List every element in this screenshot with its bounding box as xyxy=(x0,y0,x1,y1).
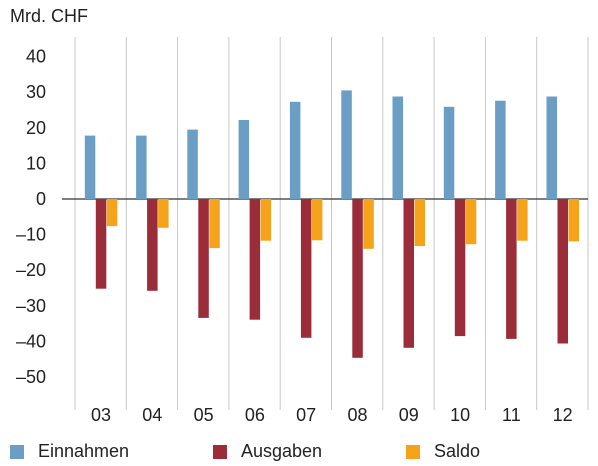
legend-swatch xyxy=(10,444,24,459)
x-tick-label: 06 xyxy=(245,405,265,425)
bar-ausgaben-11 xyxy=(506,199,517,339)
legend-item-einnahmen: Einnahmen xyxy=(10,441,129,462)
bar-saldo-12 xyxy=(568,199,579,242)
bar-einnahmen-06 xyxy=(238,120,250,199)
bar-saldo-04 xyxy=(158,199,169,228)
bar-saldo-08 xyxy=(363,199,374,249)
bar-saldo-06 xyxy=(260,199,272,241)
bar-saldo-07 xyxy=(311,199,323,241)
x-tick-label: 05 xyxy=(194,405,214,425)
x-tick-label: 08 xyxy=(347,405,367,425)
bar-ausgaben-12 xyxy=(557,199,568,344)
y-tick-label: –20 xyxy=(16,260,46,280)
bar-ausgaben-08 xyxy=(352,199,363,358)
bar-einnahmen-05 xyxy=(187,129,198,199)
x-tick-label: 04 xyxy=(142,405,162,425)
x-tick-label: 11 xyxy=(502,405,521,425)
legend-item-ausgaben: Ausgaben xyxy=(213,441,322,462)
bar-einnahmen-04 xyxy=(136,135,147,199)
x-tick-label: 03 xyxy=(91,405,111,425)
y-tick-label: –40 xyxy=(16,331,46,351)
bar-saldo-05 xyxy=(209,199,220,249)
unit-label: Mrd. CHF xyxy=(10,6,88,26)
bar-einnahmen-03 xyxy=(84,135,96,199)
bar-ausgaben-03 xyxy=(95,199,107,289)
bar-einnahmen-10 xyxy=(443,106,455,199)
bar-einnahmen-08 xyxy=(341,90,352,199)
bar-chart: Mrd. CHF 40 30 20 10 0 –10 –20 –30 –40 –50 03 04 05… xyxy=(10,6,589,425)
bars xyxy=(84,90,579,358)
chart-grid xyxy=(74,37,589,410)
bar-einnahmen-11 xyxy=(495,100,506,199)
y-tick-label: 10 xyxy=(26,153,46,173)
x-tick-label: 07 xyxy=(296,405,316,425)
legend-label: Saldo xyxy=(434,441,481,461)
y-tick-label: 30 xyxy=(26,82,46,102)
y-tick-label: 20 xyxy=(26,118,46,138)
bar-einnahmen-07 xyxy=(289,101,301,199)
bar-saldo-11 xyxy=(517,199,528,241)
bar-ausgaben-09 xyxy=(403,199,414,348)
legend-item-saldo: Saldo xyxy=(406,441,480,462)
x-tick-label: 10 xyxy=(450,405,470,425)
x-tick-label: 12 xyxy=(553,405,573,425)
bar-ausgaben-10 xyxy=(454,199,466,337)
bar-einnahmen-09 xyxy=(392,96,403,199)
y-axis: 40 30 20 10 0 –10 –20 –30 –40 –50 xyxy=(16,47,46,387)
bar-einnahmen-12 xyxy=(546,96,557,199)
bar-saldo-03 xyxy=(106,199,118,227)
y-tick-label: –50 xyxy=(16,367,46,387)
bar-ausgaben-04 xyxy=(147,199,158,291)
y-tick-label: –30 xyxy=(16,296,46,316)
legend: Einnahmen Ausgaben Saldo xyxy=(0,441,598,466)
bar-ausgaben-07 xyxy=(300,199,312,338)
y-tick-label: 40 xyxy=(26,47,46,67)
bar-ausgaben-06 xyxy=(249,199,261,320)
y-tick-label: –10 xyxy=(16,225,46,245)
y-tick-label: 0 xyxy=(36,189,46,209)
legend-swatch xyxy=(406,444,420,459)
bar-ausgaben-05 xyxy=(198,199,209,318)
x-axis: 03 04 05 06 07 08 09 10 11 12 xyxy=(91,405,573,425)
bar-saldo-10 xyxy=(465,199,477,245)
bar-saldo-09 xyxy=(414,199,425,246)
x-tick-label: 09 xyxy=(399,405,419,425)
legend-swatch xyxy=(213,444,227,459)
legend-label: Ausgaben xyxy=(241,441,323,461)
legend-label: Einnahmen xyxy=(38,441,130,461)
